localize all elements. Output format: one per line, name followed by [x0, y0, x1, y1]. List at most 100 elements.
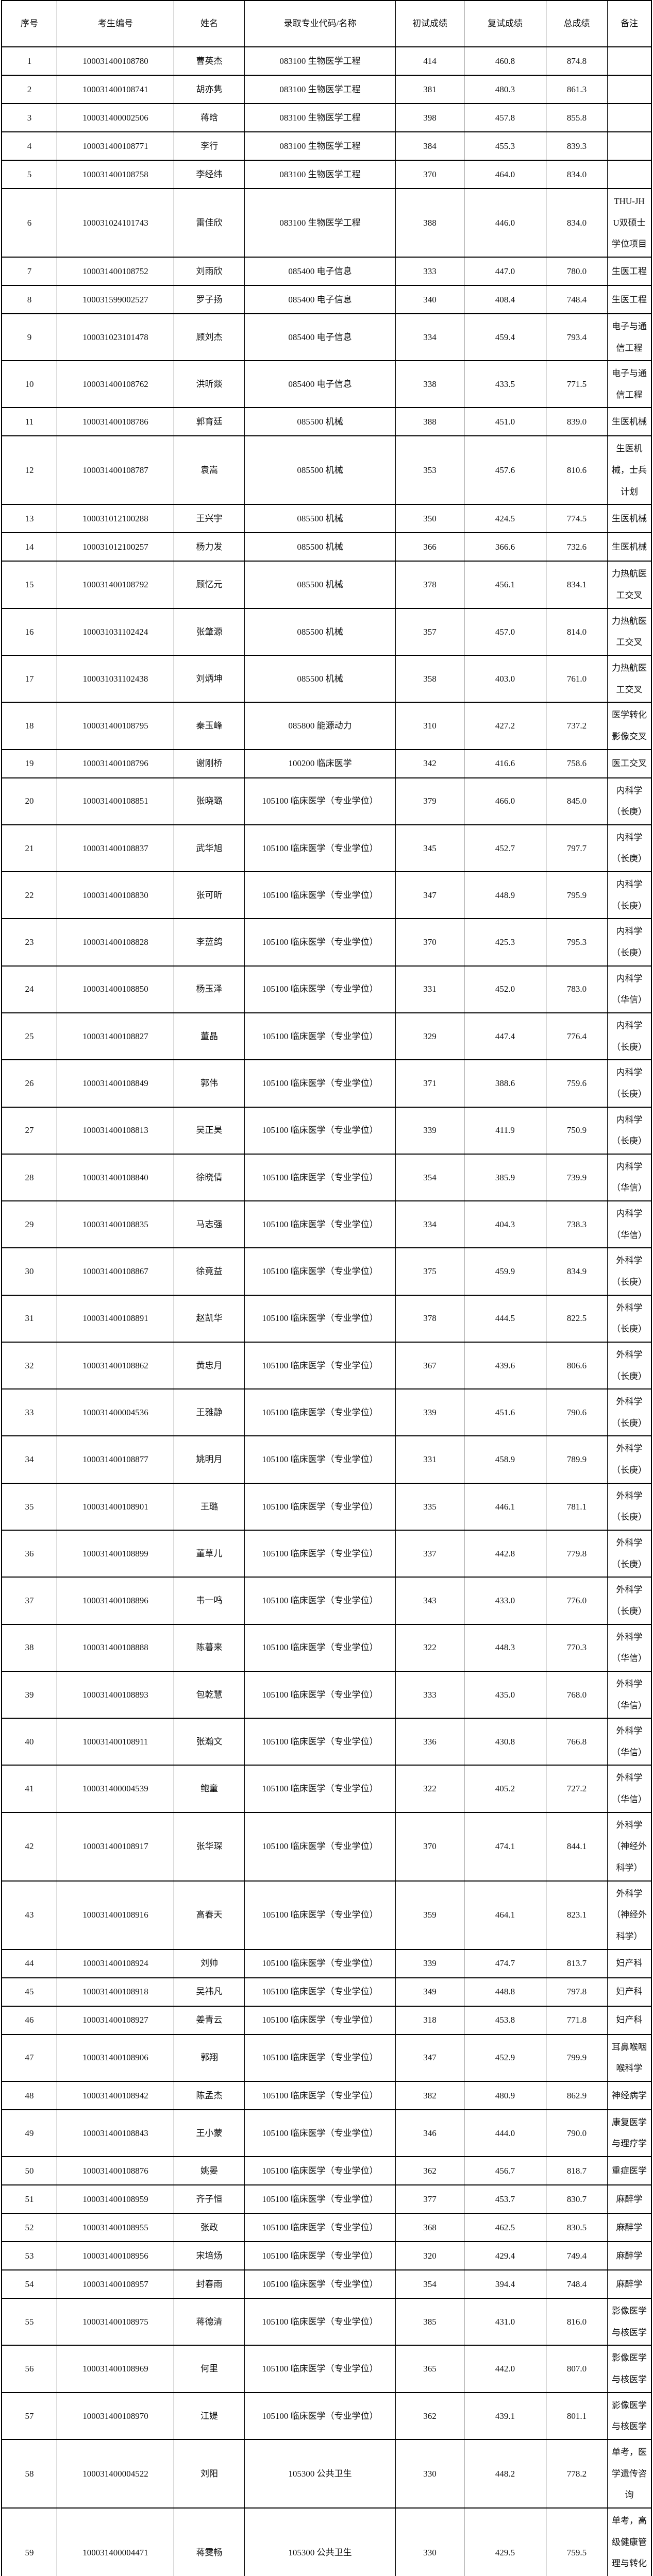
table-row: 10 100031400108762 洪昕燚 085400 电子信息 338 433.5 7… [1, 360, 652, 409]
cell-total-score: 834.0 [546, 188, 608, 258]
cell-major: 105100 临床医学（专业学位） [244, 2269, 396, 2299]
cell-name: 姚明月 [174, 1435, 245, 1484]
table-row: 6 100031024101743 雷佳欣 083100 生物医学工程 388 446.0… [1, 188, 652, 258]
cell-candidate-id: 100031400108828 [57, 918, 174, 967]
cell-index: 26 [1, 1059, 57, 1108]
cell-index: 8 [1, 284, 57, 314]
cell-name: 洪昕燚 [174, 360, 245, 409]
cell-index: 15 [1, 561, 57, 609]
cell-index: 30 [1, 1247, 57, 1296]
cell-index: 40 [1, 1718, 57, 1766]
cell-remark: 外科学（长庚） [607, 1577, 652, 1625]
cell-initial-score: 336 [395, 1718, 464, 1766]
cell-major: 105100 临床医学（专业学位） [244, 1012, 396, 1061]
cell-index: 32 [1, 1341, 57, 1390]
cell-candidate-id: 100031400108758 [57, 160, 174, 189]
cell-major: 105100 临床医学（专业学位） [244, 824, 396, 873]
cell-retest-score: 480.9 [464, 2080, 546, 2110]
cell-remark: 生医工程 [607, 256, 652, 286]
cell-retest-score: 464.0 [464, 160, 546, 189]
cell-total-score: 823.1 [546, 1880, 608, 1950]
cell-candidate-id: 100031400108876 [57, 2156, 174, 2186]
cell-retest-score: 455.3 [464, 131, 546, 161]
cell-candidate-id: 100031400108830 [57, 871, 174, 920]
cell-major: 105100 临床医学（专业学位） [244, 2213, 396, 2243]
cell-remark: 妇产科 [607, 1948, 652, 1978]
cell-candidate-id: 100031400108771 [57, 131, 174, 161]
cell-name: 蒋晗 [174, 103, 245, 132]
cell-retest-score: 457.0 [464, 607, 546, 656]
cell-remark: 外科学（长庚） [607, 1530, 652, 1578]
cell-name: 武华旭 [174, 824, 245, 873]
cell-candidate-id: 100031400108850 [57, 965, 174, 1013]
cell-initial-score: 337 [395, 1530, 464, 1578]
cell-retest-score: 442.0 [464, 2345, 546, 2393]
cell-total-score: 780.0 [546, 256, 608, 286]
column-header-initial-score: 初试成绩 [395, 0, 464, 47]
cell-initial-score: 333 [395, 1670, 464, 1719]
cell-index: 23 [1, 918, 57, 967]
cell-index: 33 [1, 1388, 57, 1437]
cell-index: 59 [1, 2507, 57, 2576]
cell-initial-score: 371 [395, 1059, 464, 1108]
cell-index: 13 [1, 504, 57, 534]
cell-candidate-id: 100031400108959 [57, 2184, 174, 2214]
cell-candidate-id: 100031400108969 [57, 2345, 174, 2393]
cell-major: 105100 临床医学（专业学位） [244, 1670, 396, 1719]
cell-total-score: 816.0 [546, 2298, 608, 2346]
cell-total-score: 834.1 [546, 561, 608, 609]
cell-name: 宋培炀 [174, 2241, 245, 2271]
table-row: 57 100031400108970 江媞 105100 临床医学（专业学位） 362 4… [1, 2392, 652, 2440]
cell-index: 44 [1, 1948, 57, 1978]
cell-name: 顾忆元 [174, 561, 245, 609]
cell-major: 105100 临床医学（专业学位） [244, 1294, 396, 1343]
cell-major: 105100 临床医学（专业学位） [244, 965, 396, 1013]
cell-initial-score: 384 [395, 131, 464, 161]
table-row: 28 100031400108840 徐晓倩 105100 临床医学（专业学位） 354… [1, 1153, 652, 1202]
cell-remark [607, 46, 652, 76]
cell-index: 55 [1, 2298, 57, 2346]
cell-name: 顾刘杰 [174, 313, 245, 362]
cell-remark: 内科学（长庚） [607, 918, 652, 967]
column-header-index: 序号 [1, 0, 57, 47]
cell-total-score: 761.0 [546, 654, 608, 703]
cell-index: 2 [1, 75, 57, 104]
cell-remark: 内科学（长庚） [607, 824, 652, 873]
cell-index: 3 [1, 103, 57, 132]
cell-retest-score: 429.5 [464, 2507, 546, 2576]
cell-name: 陈孟杰 [174, 2080, 245, 2110]
cell-remark: 内科学（华信） [607, 1200, 652, 1249]
cell-name: 王璐 [174, 1482, 245, 1531]
cell-index: 36 [1, 1530, 57, 1578]
table-row: 16 100031031102424 张肇源 085500 机械 357 457.0 814… [1, 607, 652, 656]
table-row: 21 100031400108837 武华旭 105100 临床医学（专业学位） 345… [1, 824, 652, 873]
cell-name: 何里 [174, 2345, 245, 2393]
cell-retest-score: 404.3 [464, 1200, 546, 1249]
cell-candidate-id: 100031400108918 [57, 1977, 174, 2007]
cell-index: 17 [1, 654, 57, 703]
cell-major: 105100 临床医学（专业学位） [244, 1059, 396, 1108]
cell-major: 105100 临床医学（专业学位） [244, 1341, 396, 1390]
cell-major: 105100 临床医学（专业学位） [244, 2345, 396, 2393]
cell-retest-score: 474.7 [464, 1948, 546, 1978]
column-header-total-score: 总成绩 [546, 0, 608, 47]
table-header: 序号 考生编号 姓名 录取专业代码/名称 初试成绩 复试成绩 总成绩 备注 [1, 0, 652, 47]
cell-retest-score: 433.0 [464, 1577, 546, 1625]
cell-total-score: 768.0 [546, 1670, 608, 1719]
cell-initial-score: 334 [395, 1200, 464, 1249]
cell-major: 105100 临床医学（专业学位） [244, 1718, 396, 1766]
cell-initial-score: 331 [395, 965, 464, 1013]
cell-initial-score: 382 [395, 2080, 464, 2110]
cell-index: 5 [1, 160, 57, 189]
cell-initial-score: 343 [395, 1577, 464, 1625]
cell-major: 105300 公共卫生 [244, 2438, 396, 2509]
cell-remark: 外科学（华信） [607, 1765, 652, 1813]
cell-retest-score: 453.8 [464, 2005, 546, 2035]
cell-major: 105100 临床医学（专业学位） [244, 1482, 396, 1531]
cell-initial-score: 385 [395, 2298, 464, 2346]
cell-total-score: 759.5 [546, 2507, 608, 2576]
cell-name: 罗子扬 [174, 284, 245, 314]
cell-name: 曹英杰 [174, 46, 245, 76]
cell-total-score: 797.8 [546, 1977, 608, 2007]
cell-index: 53 [1, 2241, 57, 2271]
